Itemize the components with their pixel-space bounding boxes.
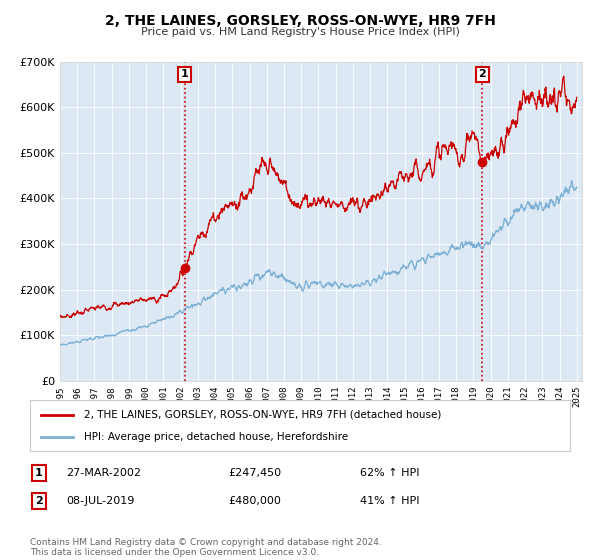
- Text: 1: 1: [35, 468, 43, 478]
- Text: 2, THE LAINES, GORSLEY, ROSS-ON-WYE, HR9 7FH (detached house): 2, THE LAINES, GORSLEY, ROSS-ON-WYE, HR9…: [84, 409, 442, 419]
- Text: £247,450: £247,450: [228, 468, 281, 478]
- Text: HPI: Average price, detached house, Herefordshire: HPI: Average price, detached house, Here…: [84, 432, 348, 442]
- Text: 41% ↑ HPI: 41% ↑ HPI: [360, 496, 419, 506]
- Text: 2: 2: [35, 496, 43, 506]
- Text: 1: 1: [181, 69, 188, 80]
- Text: 08-JUL-2019: 08-JUL-2019: [66, 496, 134, 506]
- Text: 2: 2: [479, 69, 486, 80]
- Text: 2, THE LAINES, GORSLEY, ROSS-ON-WYE, HR9 7FH: 2, THE LAINES, GORSLEY, ROSS-ON-WYE, HR9…: [104, 14, 496, 28]
- Text: £480,000: £480,000: [228, 496, 281, 506]
- Text: Price paid vs. HM Land Registry's House Price Index (HPI): Price paid vs. HM Land Registry's House …: [140, 27, 460, 37]
- Text: 27-MAR-2002: 27-MAR-2002: [66, 468, 141, 478]
- Text: 62% ↑ HPI: 62% ↑ HPI: [360, 468, 419, 478]
- Text: Contains HM Land Registry data © Crown copyright and database right 2024.
This d: Contains HM Land Registry data © Crown c…: [30, 538, 382, 557]
